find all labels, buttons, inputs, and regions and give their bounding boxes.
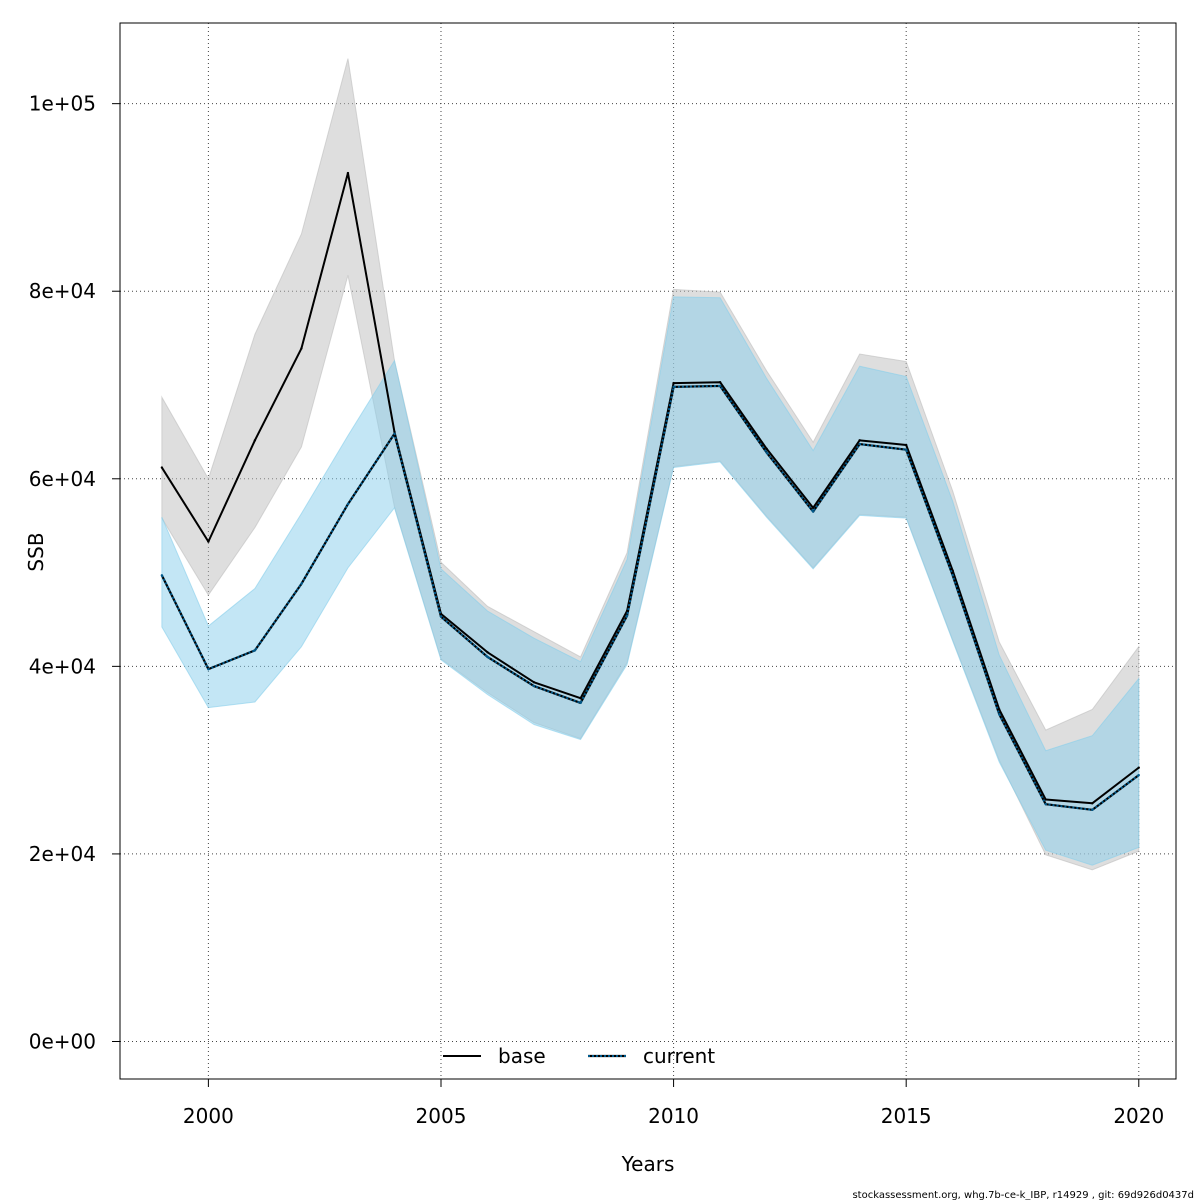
x-tick-label-2015: 2015 (881, 1104, 932, 1128)
footer-note: stockassessment.org, whg.7b-ce-k_IBP, r1… (852, 1190, 1194, 1200)
data-point-base-2008 (579, 697, 582, 700)
series-lines (160, 171, 1140, 812)
confidence-bands (161, 58, 1140, 871)
y-tick-label-0: 0e+00 (29, 1029, 96, 1053)
data-point-base-2019 (1091, 802, 1094, 805)
data-point-base-2002 (300, 347, 303, 350)
data-point-current-2008 (579, 701, 582, 705)
x-tick-label-2010: 2010 (648, 1104, 699, 1128)
data-point-current-2013 (811, 510, 815, 513)
data-point-current-2014 (858, 442, 861, 446)
data-point-current-2000 (207, 667, 210, 671)
y-axis-title: SSB (24, 532, 48, 571)
data-point-current-1999 (160, 574, 164, 577)
y-axis-ticks: 0e+00 2e+04 4e+04 6e+04 8e+04 1e+05 (29, 92, 120, 1053)
data-point-current-2019 (1091, 808, 1094, 812)
data-point-base-2010 (672, 381, 675, 385)
data-point-current-2009 (625, 614, 629, 617)
plot-frame (119, 22, 1177, 1080)
data-point-base-2006 (486, 651, 489, 654)
confidence-band-current (161, 296, 1140, 866)
x-tick-label-2020: 2020 (1113, 1104, 1164, 1128)
data-point-base-2003 (346, 171, 350, 175)
data-point-base-2012 (765, 447, 768, 450)
series-line-current-outline (160, 384, 1140, 811)
data-point-current-2004 (393, 432, 396, 435)
data-point-base-2001 (253, 439, 257, 442)
x-tick-label-2005: 2005 (416, 1104, 467, 1128)
data-point-base-2007 (532, 681, 536, 684)
legend-label-base: base (498, 1044, 546, 1068)
x-axis-title: Years (621, 1152, 675, 1176)
legend: base current (443, 1044, 715, 1068)
data-point-current-2018 (1044, 803, 1047, 806)
data-point-base-2004 (393, 430, 396, 434)
data-point-base-1999 (160, 466, 164, 469)
data-point-current-2020 (1137, 773, 1140, 777)
data-point-current-2001 (253, 649, 257, 652)
x-axis-ticks: 2000 2005 2010 2015 2020 (183, 1079, 1164, 1128)
data-point-current-2017 (998, 712, 1001, 716)
data-point-current-2007 (532, 684, 536, 688)
data-point-base-2011 (718, 380, 722, 384)
data-point-current-2002 (300, 582, 303, 586)
y-tick-label-40000: 4e+04 (29, 654, 96, 678)
y-tick-label-100000: 1e+05 (29, 92, 96, 116)
data-point-base-2018 (1044, 798, 1047, 801)
y-tick-label-20000: 2e+04 (29, 842, 96, 866)
x-tick-label-2000: 2000 (183, 1104, 234, 1128)
data-point-current-2015 (904, 448, 908, 451)
y-tick-label-60000: 6e+04 (29, 467, 96, 491)
legend-label-current: current (643, 1044, 715, 1068)
data-point-current-2012 (765, 451, 768, 454)
data-point-current-2011 (718, 384, 722, 388)
data-point-base-2014 (858, 439, 861, 442)
data-point-current-2006 (486, 655, 489, 659)
data-point-base-2000 (207, 540, 210, 543)
data-point-base-2015 (904, 443, 908, 447)
data-point-base-2020 (1137, 766, 1140, 769)
data-point-current-2016 (951, 574, 954, 577)
data-point-current-2005 (439, 615, 443, 618)
y-tick-label-80000: 8e+04 (29, 279, 96, 303)
data-point-base-2013 (811, 506, 815, 510)
data-point-current-2003 (346, 502, 350, 506)
data-point-current-2010 (672, 385, 675, 389)
